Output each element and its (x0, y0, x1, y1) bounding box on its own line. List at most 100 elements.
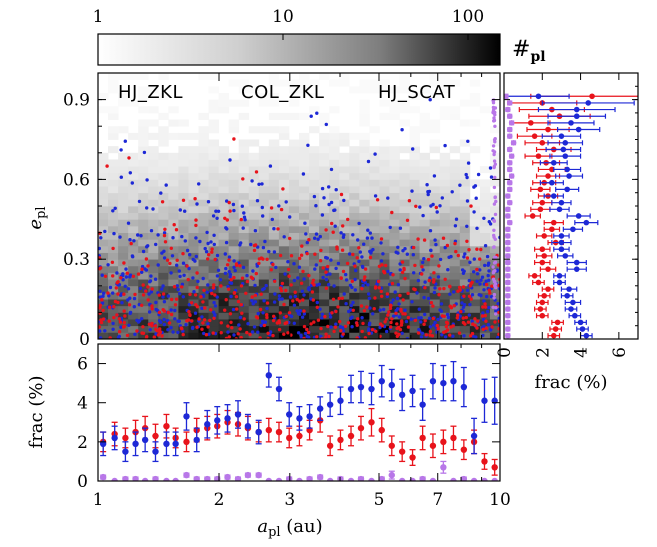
heatmap-cell (399, 99, 410, 107)
col-zkl-point (172, 440, 179, 448)
hj-zkl-point (454, 249, 458, 254)
heatmap-cell (389, 172, 400, 180)
col-zkl-point (144, 268, 149, 272)
hj-zkl-point (399, 309, 403, 313)
hj-zkl-point (265, 301, 270, 305)
col-zkl-point (108, 285, 113, 290)
heatmap-cell (339, 312, 350, 320)
col-zkl-point (215, 274, 220, 278)
hj-zkl-point (289, 283, 293, 287)
heatmap-cell (238, 186, 250, 194)
heatmap-cell (138, 325, 149, 333)
col-zkl-point (183, 413, 190, 420)
heatmap-cell (188, 159, 199, 167)
heatmap-cell (409, 312, 420, 320)
heatmap-cell (118, 305, 129, 313)
col-zkl-point (468, 302, 472, 307)
hj-zkl-point (204, 333, 209, 337)
heatmap-cell (329, 186, 340, 194)
hj-zkl-point (395, 326, 399, 331)
hj-zkl-point (193, 293, 198, 297)
heatmap-cell (168, 312, 179, 320)
col-zkl-point (351, 233, 355, 237)
hj-zkl-point (426, 257, 431, 262)
heatmap-cell (218, 146, 230, 154)
heatmap-cell (228, 325, 240, 333)
hj-zkl-point (554, 319, 561, 326)
hj-zkl-point (150, 304, 154, 308)
hj-zkl-point (265, 257, 269, 261)
heatmap-cell (339, 212, 350, 220)
heatmap-cell (258, 279, 270, 287)
heatmap-cell (419, 292, 431, 300)
hj-zkl-point (125, 333, 130, 338)
heatmap-cell (389, 252, 400, 260)
col-zkl-point (162, 249, 166, 253)
hj-zkl-point (475, 247, 479, 251)
heatmap-cell (299, 206, 310, 214)
hj-zkl-point (219, 321, 223, 325)
hj-zkl-point (223, 216, 227, 220)
hj-zkl-point (324, 335, 328, 339)
col-zkl-point (260, 205, 264, 210)
col-zkl-point (433, 238, 437, 242)
heatmap-cell (188, 192, 199, 200)
hj-scat-point (357, 475, 365, 481)
col-zkl-point (156, 233, 160, 237)
heatmap-cell (459, 225, 471, 233)
heatmap-cell (389, 319, 400, 327)
heatmap-cell (98, 199, 109, 207)
heatmap-cell (288, 225, 300, 233)
heatmap-cell (419, 206, 431, 214)
col-zkl-point (496, 335, 500, 339)
hj-zkl-point (405, 218, 410, 222)
heatmap-cell (389, 305, 400, 313)
hj-zkl-point (431, 316, 435, 321)
col-zkl-point (397, 302, 401, 306)
col-zkl-point (415, 291, 419, 295)
heatmap-cell (258, 199, 270, 207)
heatmap-cell (138, 159, 149, 167)
heatmap-cell (309, 325, 320, 333)
hj-zkl-point (545, 286, 551, 292)
hj-zkl-point (199, 295, 203, 299)
heatmap-cell (319, 232, 330, 240)
hj-zkl-point (529, 213, 536, 219)
col-zkl-point (466, 161, 471, 165)
col-zkl-point (306, 143, 310, 147)
heatmap-cell (258, 272, 270, 280)
hj-zkl-point (313, 252, 317, 256)
heatmap-cell (399, 319, 410, 327)
heatmap-cell (158, 112, 169, 120)
heatmap-cell (429, 305, 441, 313)
heatmap-cell (449, 252, 461, 260)
heatmap-cell (178, 299, 189, 307)
col-zkl-point (255, 199, 260, 203)
hj-scat-point (492, 228, 496, 232)
heatmap-cell (238, 86, 250, 94)
hj-scat-point (494, 282, 498, 286)
heatmap-cell (439, 152, 451, 160)
heatmap-cell (148, 199, 159, 207)
hj-scat-point (505, 106, 511, 113)
col-zkl-point (107, 294, 111, 298)
col-zkl-point (99, 236, 103, 240)
col-zkl-point (205, 230, 209, 235)
heatmap-cell (288, 172, 300, 180)
hj-zkl-point (535, 153, 542, 159)
hj-zkl-point (98, 306, 102, 310)
col-zkl-point (193, 311, 198, 315)
heatmap-cell (299, 279, 310, 287)
hj-zkl-point (416, 331, 421, 335)
heatmap-cell (309, 206, 320, 214)
hj-zkl-point (539, 199, 546, 206)
col-zkl-point (292, 262, 296, 266)
col-zkl-point (321, 275, 325, 280)
hj-scat-point (141, 477, 149, 481)
heatmap-cell (449, 106, 461, 114)
hj-scat-point (505, 266, 511, 272)
hj-zkl-point (127, 303, 132, 307)
hj-zkl-point (108, 305, 112, 309)
heatmap-cell (309, 152, 320, 160)
heatmap-cell (309, 186, 320, 194)
